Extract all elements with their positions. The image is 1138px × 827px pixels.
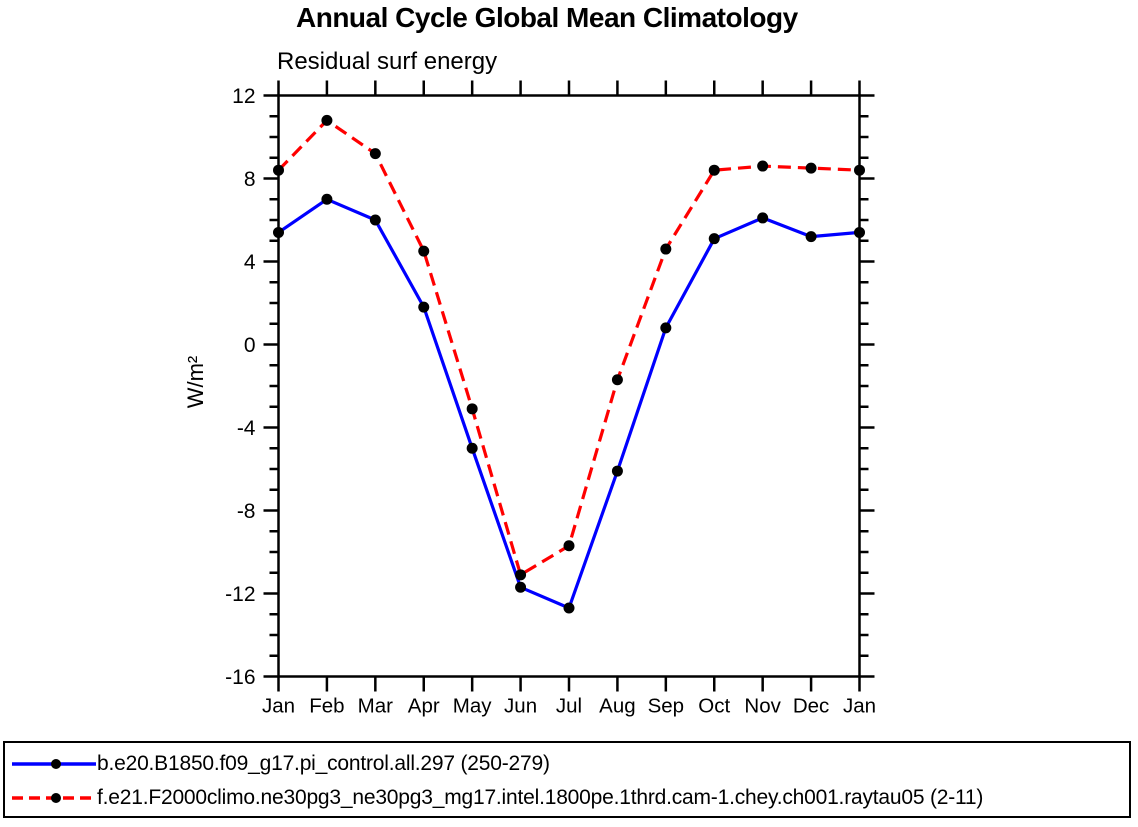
legend-label-series-1: b.e20.B1850.f09_g17.pi_control.all.297 (… [97,752,550,775]
data-point-marker [611,374,623,386]
legend-row-series-1: b.e20.B1850.f09_g17.pi_control.all.297 (… [11,752,550,775]
data-point-marker [708,164,720,176]
data-point-marker [660,243,672,255]
series-line-2 [277,118,860,577]
data-point-marker [805,231,817,243]
x-tick-label: Apr [408,695,440,718]
y-tick-label: -16 [225,666,255,689]
data-point-marker [418,245,430,257]
chart-subtitle: Residual surf energy [277,48,498,75]
data-point-marker [854,226,865,238]
y-tick-label: -12 [225,583,255,606]
x-tick-label: Feb [309,695,344,718]
legend-marker-dot [51,759,61,769]
y-tick-label: 4 [244,251,256,274]
data-point-marker [611,465,623,477]
data-point-marker [660,322,672,334]
data-point-marker [466,403,478,415]
x-tick-label: Mar [358,695,393,718]
x-tick-label: May [453,695,492,718]
data-point-marker [757,212,769,224]
y-tick-label: -4 [237,417,256,440]
y-tick-label: 8 [244,168,256,191]
data-point-marker [321,193,333,205]
x-tick-label: Nov [744,695,781,718]
legend-box: b.e20.B1850.f09_g17.pi_control.all.297 (… [3,741,1131,818]
x-tick-label: Jun [504,695,537,718]
data-point-marker [273,226,284,238]
chart-title: Annual Cycle Global Mean Climatology [296,2,798,33]
data-point-marker [805,162,817,174]
x-tick-label: Dec [793,695,829,718]
line-chart-canvas: Jan Feb Mar Apr May Jun Jul Aug Sep Oct Nov Dec Jan-… [225,80,876,718]
legend-line-sample-red [12,793,96,803]
x-tick-label: Jul [556,695,582,718]
data-point-marker [273,164,284,176]
data-point-marker [708,233,720,245]
data-point-marker [418,301,430,313]
x-tick-label: Aug [599,695,635,718]
data-point-marker [854,164,865,176]
y-tick-label: 12 [232,85,255,108]
data-point-marker [321,114,333,126]
x-tick-label: Jan [262,695,295,718]
y-tick-label: 0 [244,334,256,357]
x-tick-label: Jan [843,695,876,718]
legend-line-sample-blue [12,759,96,769]
data-point-marker [515,569,527,581]
data-point-marker [369,148,381,160]
legend-label-series-2: f.e21.F2000climo.ne30pg3_ne30pg3_mg17.in… [97,786,984,809]
y-tick-label: -8 [237,500,256,523]
data-point-marker [369,214,381,226]
plot-frame [277,94,861,678]
x-tick-label: Oct [698,695,730,718]
data-point-marker [563,540,575,552]
x-tick-label: Sep [648,695,684,718]
data-point-marker [466,442,478,454]
legend-row-series-2: f.e21.F2000climo.ne30pg3_ne30pg3_mg17.in… [11,786,984,809]
data-point-marker [563,602,575,614]
data-point-marker [757,160,769,172]
legend-marker-dot [51,793,61,803]
data-point-marker [515,581,527,593]
